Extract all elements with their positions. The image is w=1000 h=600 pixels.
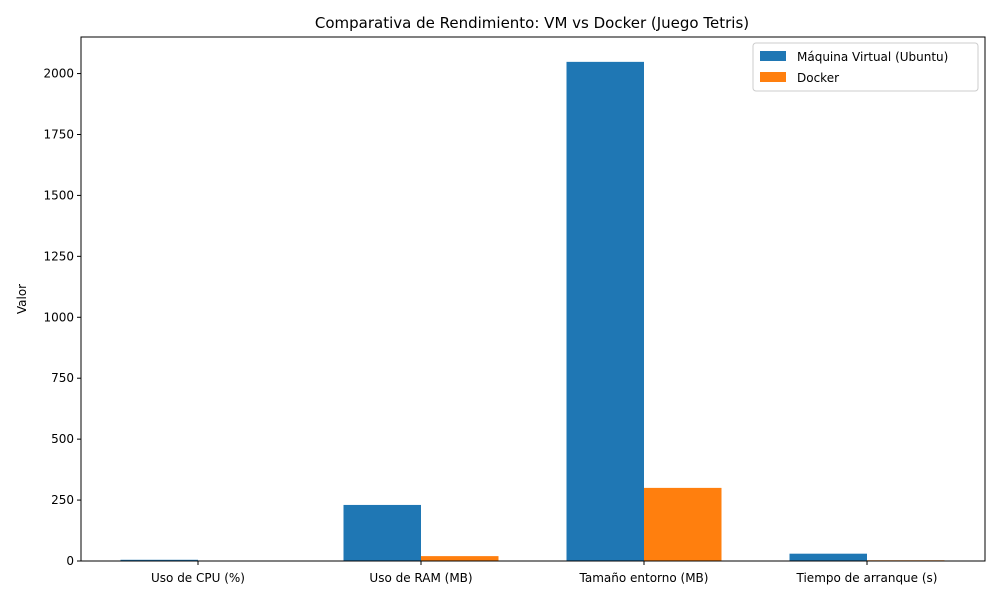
bar-series-1-cat-1 bbox=[421, 556, 499, 561]
legend-label-vm: Máquina Virtual (Ubuntu) bbox=[797, 50, 948, 64]
legend-label-docker: Docker bbox=[797, 71, 839, 85]
chart-title: Comparativa de Rendimiento: VM vs Docker… bbox=[315, 14, 749, 32]
bar-series-0-cat-3 bbox=[789, 553, 867, 561]
x-axis: Uso de CPU (%) Uso de RAM (MB) Tamaño ento… bbox=[151, 561, 937, 585]
y-axis: 0 250 500 750 1000 1250 1500 1750 2000 bbox=[43, 67, 81, 568]
y-tick-label-4: 1000 bbox=[43, 310, 74, 324]
plot-frame bbox=[80, 36, 986, 562]
bar-series-0-cat-2 bbox=[566, 61, 644, 562]
bar-series-1-cat-2 bbox=[644, 487, 722, 561]
x-tick-label-0: Uso de CPU (%) bbox=[151, 571, 245, 585]
y-tick-label-0: 0 bbox=[66, 554, 74, 568]
bars-group bbox=[120, 61, 945, 562]
x-tick-label-1: Uso de RAM (MB) bbox=[369, 571, 472, 585]
bar-series-0-cat-0 bbox=[120, 559, 198, 561]
legend-frame bbox=[752, 42, 979, 92]
legend-swatch-docker bbox=[760, 72, 786, 82]
x-tick-label-2: Tamaño entorno (MB) bbox=[579, 571, 709, 585]
y-tick-label-7: 1750 bbox=[43, 127, 74, 141]
y-tick-label-5: 1250 bbox=[43, 249, 74, 263]
y-axis-label: Valor bbox=[15, 284, 29, 314]
legend-swatch-vm bbox=[760, 51, 786, 61]
x-tick-label-3: Tiempo de arranque (s) bbox=[796, 571, 938, 585]
y-tick-label-6: 1500 bbox=[43, 188, 74, 202]
y-tick-label-2: 500 bbox=[51, 432, 74, 446]
y-tick-label-8: 2000 bbox=[43, 67, 74, 81]
legend: Máquina Virtual (Ubuntu) Docker bbox=[752, 42, 979, 92]
bar-series-0-cat-1 bbox=[343, 504, 421, 561]
y-tick-label-1: 250 bbox=[51, 493, 74, 507]
y-tick-label-3: 750 bbox=[51, 371, 74, 385]
